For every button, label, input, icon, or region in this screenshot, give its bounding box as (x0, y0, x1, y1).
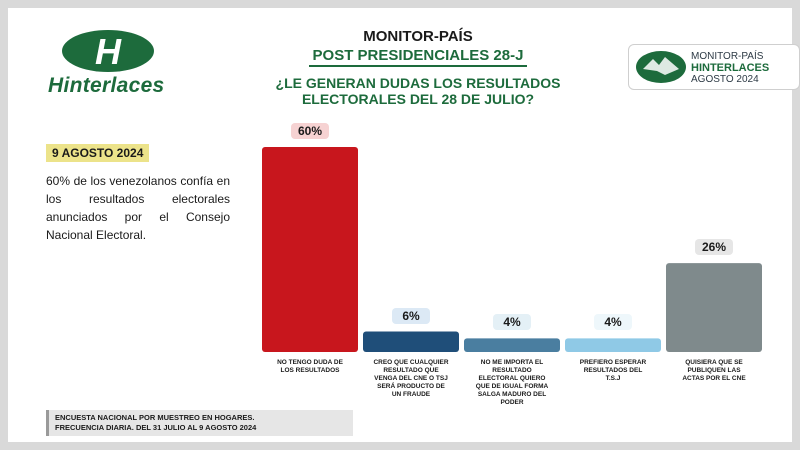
header: MONITOR-PAÍS POST PRESIDENCIALES 28-J ¿L… (238, 28, 598, 107)
hinterlaces-logo-icon: H (62, 30, 154, 72)
category-label-1: CREO QUE CUALQUIER RESULTADO QUE VENGA DEL… (373, 359, 448, 398)
slide: H Hinterlaces MONITOR-PAÍS POST PRESIDEN… (8, 8, 800, 442)
category-label-4: QUISIERA QUE SE PUBLIQUEN LAS ACTAS POR EL… (682, 359, 746, 382)
logo-letter: H (95, 31, 122, 72)
value-label-3: 4% (594, 314, 632, 331)
bar-2 (464, 338, 560, 352)
methodology-line-2: FRECUENCIA DIARIA. DEL 31 JULIO AL 9 AGO… (55, 423, 257, 432)
page-subtitle: POST PRESIDENCIALES 28-J (308, 47, 528, 67)
bar-0 (262, 147, 358, 352)
bar-1 (363, 331, 459, 352)
date-badge: 9 AGOSTO 2024 (46, 144, 150, 162)
chart-canvas: NO TENGO DUDA DE LOS RESULTADOS CREO QUE C… (262, 147, 762, 406)
category-label-0: NO TENGO DUDA DE LOS RESULTADOS (277, 359, 344, 374)
brand-name: Hinterlaces (48, 74, 165, 97)
methodology-note: ENCUESTA NACIONAL POR MUESTREO EN HOGARE… (46, 410, 353, 436)
bar-chart: NO TENGO DUDA DE LOS RESULTADOS CREO QUE C… (248, 112, 768, 417)
value-label-0: 60% (291, 123, 329, 139)
bar-3 (565, 338, 661, 352)
summary-text: 60% de los venezolanos confía en los res… (46, 174, 230, 242)
methodology-line-1: ENCUESTA NACIONAL POR MUESTREO EN HOGARE… (55, 413, 255, 422)
survey-question: ¿LE GENERAN DUDAS LOS RESULTADOS ELECTOR… (238, 75, 598, 107)
badge-line-2: HINTERLACES (691, 62, 770, 74)
value-label-4: 26% (695, 239, 733, 256)
monitor-pais-badge: MONITOR-PAÍS HINTERLACES AGOSTO 2024 (628, 44, 800, 90)
badge-line-3: AGOSTO 2024 (691, 74, 759, 85)
question-line-2: ELECTORALES DEL 28 DE JULIO? (301, 91, 535, 107)
value-label-2: 4% (493, 314, 531, 331)
badge-line-1: MONITOR-PAÍS (691, 51, 764, 62)
category-label-3: PREFIERO ESPERAR RESULTADOS DEL T.S.J (580, 359, 647, 382)
category-label-2: NO ME IMPORTA EL RESULTADO ELECTORAL QUIER… (476, 359, 549, 406)
globe-logo-icon (636, 51, 686, 83)
value-label-1: 6% (392, 307, 430, 324)
page-title: MONITOR-PAÍS (363, 28, 473, 45)
question-line-1: ¿LE GENERAN DUDAS LOS RESULTADOS (275, 75, 561, 91)
hinterlaces-logo: H Hinterlaces (48, 28, 188, 100)
bar-4 (666, 263, 762, 352)
